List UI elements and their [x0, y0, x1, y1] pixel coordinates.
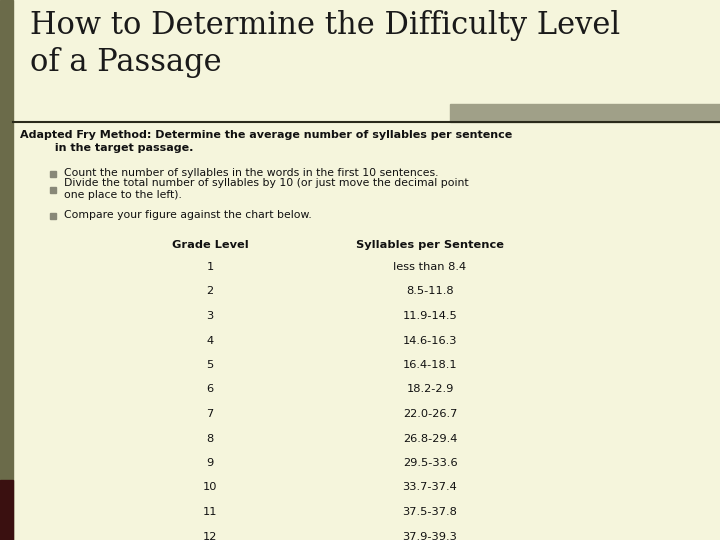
Text: 22.0-26.7: 22.0-26.7	[402, 409, 457, 419]
Bar	[0, 0, 13, 540]
Text: 11: 11	[203, 507, 217, 517]
Text: 37.9-39.3: 37.9-39.3	[402, 531, 457, 540]
Text: 14.6-16.3: 14.6-16.3	[402, 335, 457, 346]
Text: 4: 4	[207, 335, 214, 346]
Bar	[450, 104, 720, 122]
Bar	[50, 171, 56, 177]
Text: Adapted Fry Method: Determine the average number of syllables per sentence
     : Adapted Fry Method: Determine the averag…	[20, 130, 512, 153]
Text: 18.2-2.9: 18.2-2.9	[406, 384, 454, 395]
Bar	[0, 480, 13, 540]
Text: 37.5-37.8: 37.5-37.8	[402, 507, 457, 517]
Text: 16.4-18.1: 16.4-18.1	[402, 360, 457, 370]
Bar	[50, 213, 56, 219]
Text: 5: 5	[207, 360, 214, 370]
Text: Divide the total number of syllables by 10 (or just move the decimal point
one p: Divide the total number of syllables by …	[64, 178, 469, 200]
Text: How to Determine the Difficulty Level
of a Passage: How to Determine the Difficulty Level of…	[30, 10, 620, 78]
Text: 26.8-29.4: 26.8-29.4	[402, 434, 457, 443]
Text: Syllables per Sentence: Syllables per Sentence	[356, 240, 504, 250]
Text: 6: 6	[207, 384, 214, 395]
Text: 8: 8	[207, 434, 214, 443]
Text: Compare your figure against the chart below.: Compare your figure against the chart be…	[64, 210, 312, 220]
Text: less than 8.4: less than 8.4	[393, 262, 467, 272]
Text: 1: 1	[207, 262, 214, 272]
Text: 8.5-11.8: 8.5-11.8	[406, 287, 454, 296]
Text: 9: 9	[207, 458, 214, 468]
Bar	[50, 187, 56, 193]
Text: 2: 2	[207, 287, 214, 296]
Text: 29.5-33.6: 29.5-33.6	[402, 458, 457, 468]
Text: 7: 7	[207, 409, 214, 419]
Text: 33.7-37.4: 33.7-37.4	[402, 483, 457, 492]
Text: 10: 10	[203, 483, 217, 492]
Text: 3: 3	[207, 311, 214, 321]
Text: 12: 12	[203, 531, 217, 540]
Text: Count the number of syllables in the words in the first 10 sentences.: Count the number of syllables in the wor…	[64, 168, 438, 178]
Text: 11.9-14.5: 11.9-14.5	[402, 311, 457, 321]
Text: Grade Level: Grade Level	[171, 240, 248, 250]
